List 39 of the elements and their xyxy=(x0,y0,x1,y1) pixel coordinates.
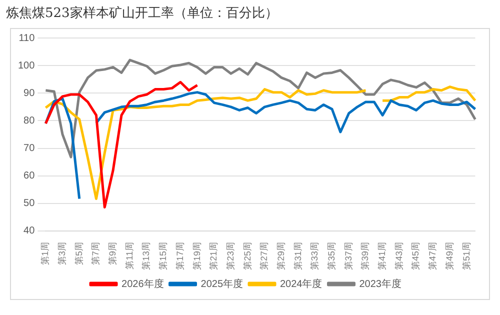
x-tick-label: 第41周 xyxy=(377,242,388,270)
legend-label: 2024年度 xyxy=(280,278,322,290)
y-tick-label: 90 xyxy=(24,88,36,99)
x-tick-label: 第43周 xyxy=(394,242,404,270)
x-tick-label: 第51周 xyxy=(461,242,472,270)
x-tick-label: 第39周 xyxy=(360,242,370,270)
x-tick-label: 第35周 xyxy=(326,242,337,270)
x-tick-label: 第11周 xyxy=(124,242,134,270)
x-tick-label: 第47周 xyxy=(428,242,438,270)
x-tick-label: 第45周 xyxy=(410,242,421,270)
y-tick-label: 110 xyxy=(18,32,36,44)
y-tick-label: 100 xyxy=(18,60,36,72)
y-tick-label: 70 xyxy=(24,143,36,154)
x-tick-label: 第29周 xyxy=(276,242,286,270)
y-tick-label: 60 xyxy=(24,170,36,182)
x-tick-label: 第3周 xyxy=(57,242,68,266)
x-tick-label: 第5周 xyxy=(74,242,84,266)
x-tick-label: 第49周 xyxy=(444,242,454,270)
x-tick-label: 第33周 xyxy=(310,242,320,270)
x-tick-label: 第7周 xyxy=(90,242,101,266)
x-tick-label: 第15周 xyxy=(158,242,168,270)
x-tick-label: 第37周 xyxy=(343,242,354,270)
x-tick-label: 第19周 xyxy=(192,242,202,270)
legend-label: 2025年度 xyxy=(200,278,244,290)
x-tick-label: 第1周 xyxy=(40,242,50,266)
x-tick-label: 第23周 xyxy=(225,242,236,270)
y-tick-label: 80 xyxy=(24,115,36,126)
x-tick-label: 第9周 xyxy=(108,242,118,266)
y-tick-label: 50 xyxy=(24,198,36,210)
x-tick-label: 第31周 xyxy=(292,242,303,270)
x-tick-label: 第17周 xyxy=(174,242,185,270)
x-tick-label: 第13周 xyxy=(141,242,152,270)
x-tick-label: 第27周 xyxy=(259,242,270,270)
x-tick-label: 第21周 xyxy=(208,242,219,270)
y-tick-label: 40 xyxy=(24,226,36,237)
chart-title: 炼焦煤523家样本矿山开工率（单位：百分比） xyxy=(6,5,278,22)
legend-label: 2023年度 xyxy=(359,278,402,290)
legend-label: 2026年度 xyxy=(122,278,164,290)
x-tick-label: 第25周 xyxy=(242,242,252,270)
